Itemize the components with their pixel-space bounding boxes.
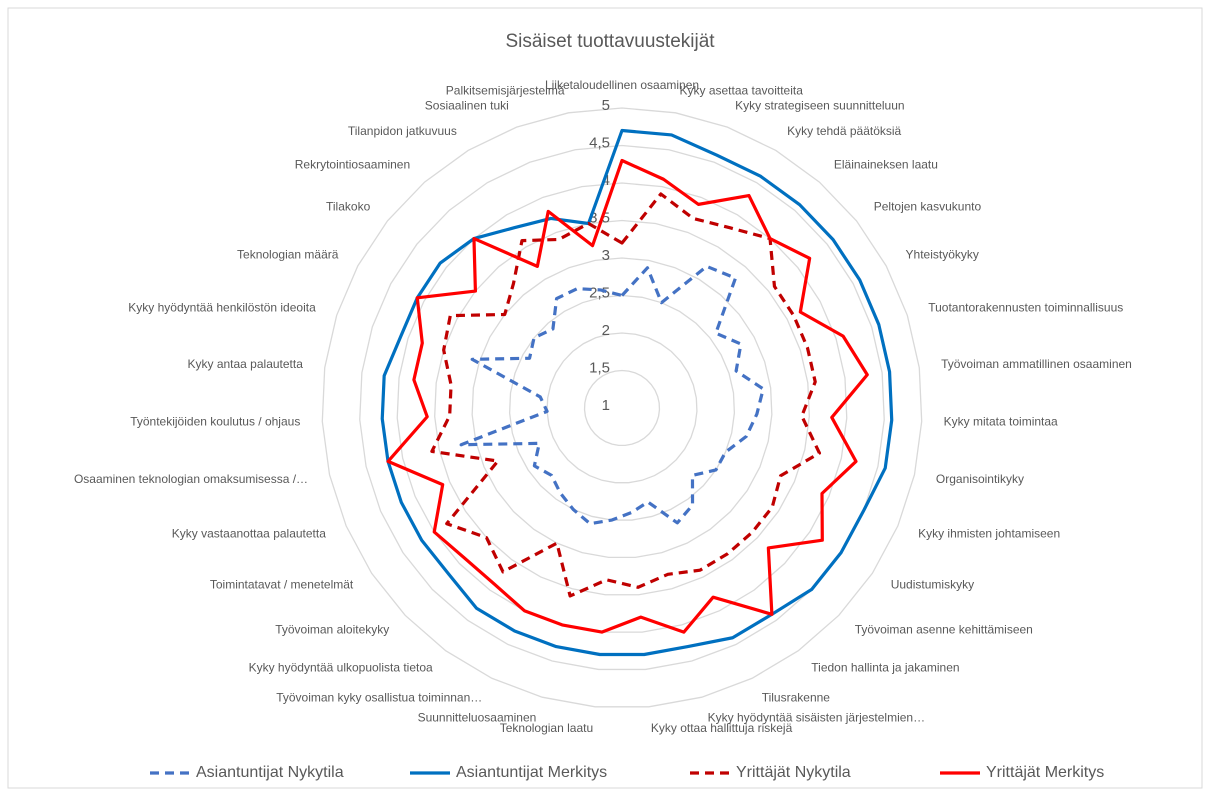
radar-line (459, 264, 765, 526)
radar-line (386, 158, 869, 634)
category-label: Kyky hyödyntää henkilöstön ideoita (128, 301, 316, 315)
category-label: Organisointikyky (936, 472, 1024, 486)
legend-label: Yrittäjät Nykytila (736, 764, 851, 781)
category-label: Kyky hyödyntää ulkopuolista tietoa (249, 661, 433, 675)
category-label: Kyky mitata toimintaa (944, 415, 1058, 429)
legend-label: Asiantuntijat Merkitys (456, 764, 607, 781)
category-label: Liiketaloudellinen osaaminen (545, 78, 699, 92)
category-label: Palkitsemisjärjestelmä (446, 83, 565, 97)
category-label: Kyky tehdä päätöksiä (787, 124, 901, 138)
category-label: Yhteistyökyky (906, 248, 979, 262)
category-label: Tuotantorakennusten toiminnallisuus (928, 301, 1123, 315)
grid-line (508, 294, 736, 521)
category-label: Tiedon hallinta ja jakaminen (811, 661, 959, 675)
legend-label: Asiantuntijat Nykytila (196, 764, 344, 781)
grid-line (546, 332, 698, 484)
category-label: Teknologian määrä (237, 248, 339, 262)
category-label: Peltojen kasvukunto (874, 199, 982, 213)
y-tick-label: 1 (602, 397, 610, 414)
grid-line (321, 107, 923, 708)
category-label: Kyky vastaanottaa palautetta (172, 527, 326, 541)
y-tick-label: 1,5 (589, 359, 610, 376)
category-label: Työvoiman kyky osallistua toiminnan… (276, 690, 482, 704)
y-tick-label: 4,5 (589, 134, 610, 151)
category-label: Työvoiman ammatillinen osaaminen (941, 357, 1132, 371)
grid-line (583, 369, 661, 446)
category-label: Kyky ihmisten johtamiseen (918, 527, 1060, 541)
category-label: Sosiaalinen tuki (425, 99, 509, 113)
category-label: Kyky hyödyntää sisäisten järjestelmien… (708, 711, 925, 725)
category-label: Tilanpidon jatkuvuus (348, 124, 457, 138)
category-label: Toimintatavat / menetelmät (210, 578, 354, 592)
category-label: Eläinaineksen laatu (834, 158, 938, 172)
category-label: Teknologian laatu (500, 721, 593, 735)
y-tick-label: 2,5 (589, 284, 610, 301)
category-label: Työntekijöiden koulutus / ohjaus (130, 415, 300, 429)
y-tick-label: 2 (602, 322, 610, 339)
category-label: Tilakoko (326, 199, 371, 213)
category-label: Uudistumiskyky (891, 578, 974, 592)
grid-line (359, 144, 885, 671)
category-label: Työvoiman asenne kehittämiseen (855, 623, 1033, 637)
category-label: Kyky ottaa hallittuja riskejä (651, 721, 793, 735)
radar-line (430, 192, 822, 598)
category-label: Kyky antaa palautetta (187, 357, 303, 371)
y-tick-label: 5 (602, 97, 610, 114)
legend-label: Yrittäjät Merkitys (986, 764, 1104, 781)
category-label: Tilusrakenne (762, 690, 831, 704)
category-label: Työvoiman aloitekyky (275, 623, 389, 637)
category-label: Kyky asettaa tavoitteita (679, 83, 803, 97)
category-label: Rekrytointiosaaminen (295, 158, 410, 172)
radar-line (380, 128, 894, 657)
chart-title: Sisäiset tuottavuustekijät (505, 31, 715, 52)
y-tick-label: 4 (602, 172, 610, 189)
category-label: Osaaminen teknologian omaksumisessa /… (74, 472, 308, 486)
category-label: Kyky strategiseen suunnitteluun (735, 99, 904, 113)
category-label: Suunnitteluosaaminen (418, 711, 537, 725)
y-tick-label: 3 (602, 247, 610, 264)
grid-line (471, 257, 773, 559)
chart-frame (7, 7, 1203, 789)
